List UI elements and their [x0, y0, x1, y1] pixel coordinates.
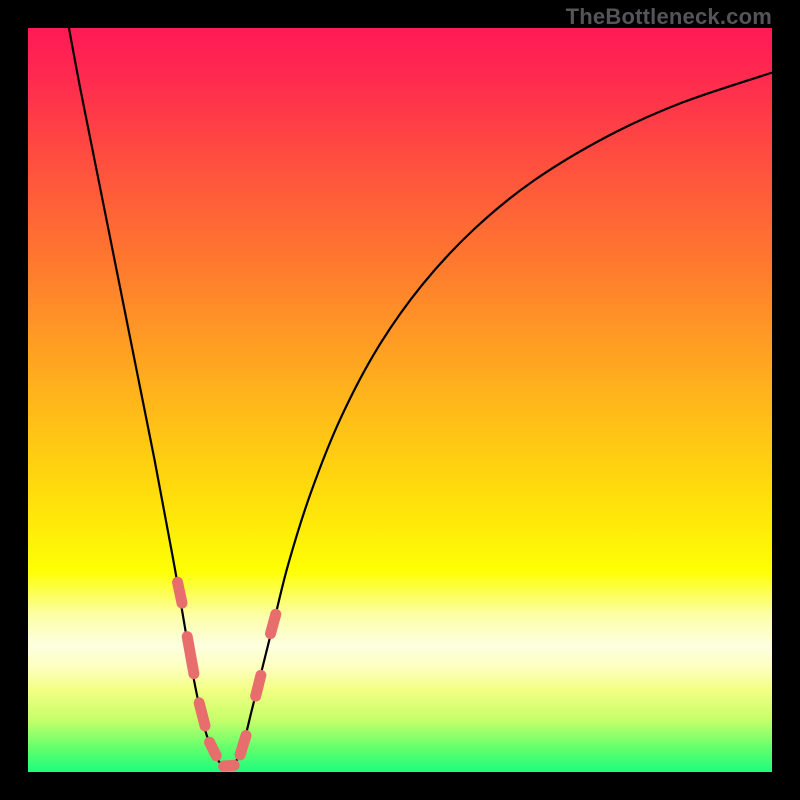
highlight-segment	[210, 742, 217, 755]
highlight-segment	[199, 703, 205, 726]
highlight-segment	[240, 736, 246, 755]
highlight-segment	[187, 637, 194, 674]
chart-frame: TheBottleneck.com	[0, 0, 800, 800]
highlight-segment	[178, 582, 182, 603]
highlight-segment	[224, 765, 234, 766]
bottleneck-chart-svg	[0, 0, 800, 800]
highlight-segment	[256, 675, 261, 696]
gradient-background	[28, 28, 772, 772]
watermark-label: TheBottleneck.com	[566, 4, 772, 30]
highlight-segment	[271, 614, 276, 633]
